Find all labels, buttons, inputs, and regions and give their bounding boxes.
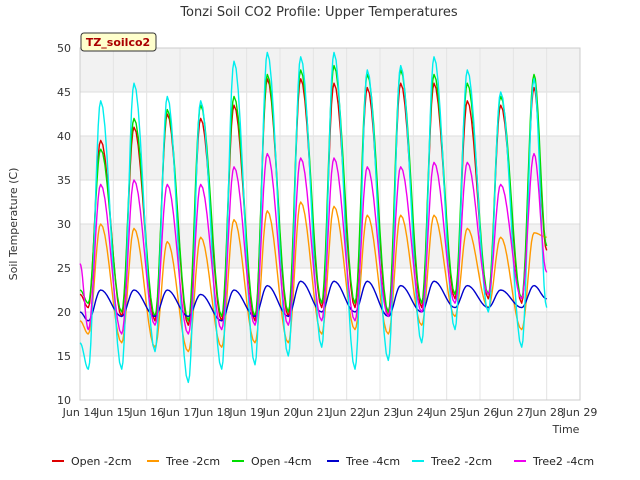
legend-label: Tree2 -4cm (532, 455, 594, 468)
legend: Open -2cm Tree -2cm Open -4cm Tree -4cm Tree… (52, 455, 594, 468)
x-tick-label: Jun 26 (462, 406, 498, 419)
y-tick-label: 45 (57, 86, 71, 99)
y-tick-label: 20 (57, 306, 71, 319)
plot-band (80, 356, 580, 400)
badge-label: TZ_soilco2 (86, 36, 150, 49)
x-tick-label: Jun 17 (162, 406, 198, 419)
legend-label: Tree -4cm (345, 455, 400, 468)
x-axis-title: Time (552, 423, 580, 436)
y-axis-title: Soil Temperature (C) (7, 168, 20, 281)
x-tick-label: Jun 29 (562, 406, 598, 419)
legend-label: Tree -2cm (165, 455, 220, 468)
x-tick-label: Jun 15 (95, 406, 131, 419)
y-tick-label: 15 (57, 350, 71, 363)
series-line (79, 64, 548, 322)
y-tick-label: 25 (57, 262, 71, 275)
plot-frame (79, 47, 581, 401)
series-line (79, 152, 548, 335)
plot-band (80, 48, 580, 92)
y-tick-label: 50 (57, 42, 71, 55)
x-tick-label: Jun 25 (428, 406, 464, 419)
x-tick-label: Jun 24 (395, 406, 431, 419)
x-tick-label: Jun 16 (128, 406, 164, 419)
x-tick-label: Jun 18 (195, 406, 231, 419)
y-tick-label: 10 (57, 394, 71, 407)
y-tick-label: 35 (57, 174, 71, 187)
badge: TZ_soilco2 (80, 32, 157, 52)
badge-box (80, 32, 157, 52)
x-tick-label: Jun 23 (362, 406, 398, 419)
x-tick-label: Jun 22 (328, 406, 364, 419)
series-line (79, 51, 548, 384)
x-tick-label: Jun 14 (62, 406, 98, 419)
y-tick-label: 40 (57, 130, 71, 143)
plot-band (80, 312, 580, 356)
y-axis-ticks: 10 15 20 25 30 35 40 45 50 (57, 42, 71, 407)
x-tick-label: Jun 21 (295, 406, 331, 419)
series-layer (79, 51, 548, 384)
legend-label: Tree2 -2cm (430, 455, 492, 468)
legend-label: Open -4cm (251, 455, 312, 468)
x-tick-label: Jun 28 (528, 406, 564, 419)
y-tick-label: 30 (57, 218, 71, 231)
x-tick-label: Jun 19 (228, 406, 264, 419)
x-tick-label: Jun 27 (495, 406, 531, 419)
x-tick-label: Jun 20 (262, 406, 298, 419)
chart-title: Tonzi Soil CO2 Profile: Upper Temperatur… (179, 5, 458, 20)
legend-label: Open -2cm (71, 455, 132, 468)
